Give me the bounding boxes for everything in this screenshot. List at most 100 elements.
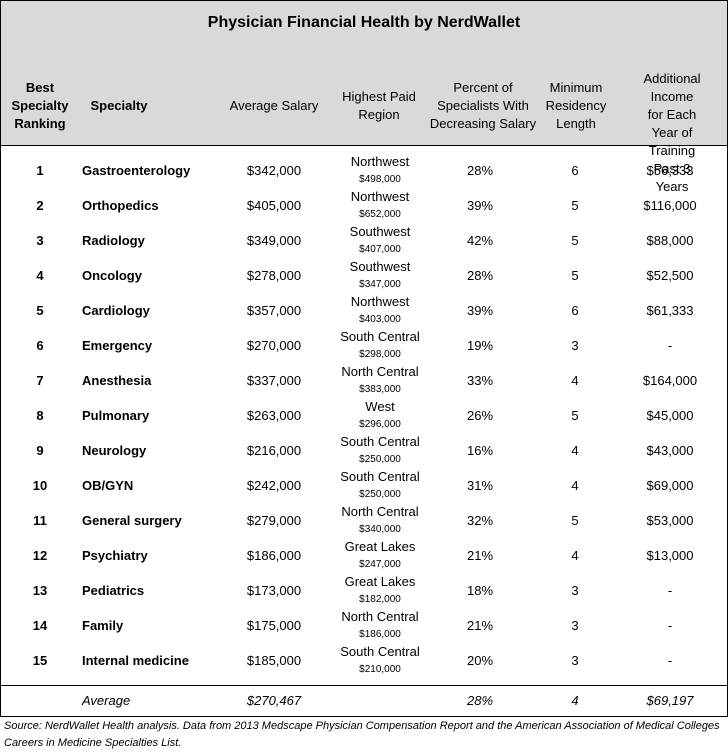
income: $43,000 [646,443,694,458]
average-divider [0,685,728,686]
header-band [0,0,728,146]
specialty: Oncology [82,268,142,283]
column-header: Highest Paid Region [342,89,416,122]
specialty: Family [82,618,124,633]
residency: 4 [571,373,579,388]
percent: 16% [466,443,494,458]
column-header: Additional Income for Each Year of Train… [643,71,701,194]
region: North Central [341,504,419,519]
specialty: Psychiatry [82,548,148,563]
column-header: Average Salary [229,98,319,113]
residency: 3 [571,583,579,598]
income: $88,000 [646,233,694,248]
percent: 18% [466,583,494,598]
region-salary: $407,000 [359,244,401,255]
percent: 32% [466,513,494,528]
region: North Central [341,609,419,624]
residency: 5 [571,233,579,248]
income: $53,000 [646,513,694,528]
rank: 15 [32,653,48,668]
title: Physician Financial Health by NerdWallet [207,14,521,31]
residency: 6 [571,303,579,318]
region: Northwest [350,294,410,309]
region-salary: $296,000 [359,419,401,430]
rank: 6 [36,338,44,353]
percent: 21% [466,618,494,633]
residency: 5 [571,268,579,283]
column-header: Percent of Specialists With Decreasing S… [429,80,537,131]
salary: $270,000 [246,338,302,353]
specialty: Pulmonary [82,408,150,423]
income: $52,500 [646,268,694,283]
region: Great Lakes [344,539,416,554]
region: Northwest [350,154,410,169]
region: North Central [341,364,419,379]
specialty: Neurology [82,443,147,458]
salary: $263,000 [246,408,302,423]
salary: $185,000 [246,653,302,668]
region: Northwest [350,189,410,204]
specialty: Emergency [82,338,153,353]
column-header: Minimum Residency Length [545,80,607,131]
region: South Central [340,434,420,449]
region-salary: $340,000 [359,524,401,535]
region: Great Lakes [344,574,416,589]
income: - [667,338,673,353]
percent: 19% [466,338,494,353]
region-salary: $383,000 [359,384,401,395]
income: $56,333 [646,163,694,178]
residency: 3 [571,653,579,668]
residency: 6 [571,163,579,178]
rank: 8 [36,408,44,423]
income: $164,000 [642,373,698,388]
specialty: Cardiology [82,303,150,318]
rank: 1 [36,163,44,178]
rank: 4 [36,268,44,283]
region: South Central [340,329,420,344]
percent: 28% [466,268,494,283]
specialty: Radiology [82,233,145,248]
source-note: Careers in Medicine Specialties List. [4,737,182,749]
average-label: Average [82,693,131,708]
region-salary: $210,000 [359,664,401,675]
specialty: Pediatrics [82,583,145,598]
specialty: Gastroenterology [82,163,191,178]
region-salary: $182,000 [359,594,401,605]
income: - [667,583,673,598]
specialty: Internal medicine [82,653,189,668]
residency: 5 [571,198,579,213]
region-salary: $403,000 [359,314,401,325]
column-header: Best Specialty Ranking [11,80,69,131]
source-note: Source: NerdWallet Health analysis. Data… [4,720,720,732]
region-salary: $250,000 [359,489,401,500]
region: Southwest [349,259,411,274]
income: $45,000 [646,408,694,423]
salary: $349,000 [246,233,302,248]
percent: 42% [466,233,494,248]
income: $13,000 [646,548,694,563]
percent: 21% [466,548,494,563]
specialty: General surgery [82,513,182,528]
salary: $337,000 [246,373,302,388]
income: $61,333 [646,303,694,318]
residency: 3 [571,338,579,353]
region-salary: $652,000 [359,209,401,220]
rank: 7 [36,373,44,388]
residency: 4 [571,478,579,493]
income: $69,000 [646,478,694,493]
residency: 3 [571,618,579,633]
region: South Central [340,644,420,659]
column-header: Specialty [90,98,148,113]
percent: 20% [466,653,494,668]
percent: 31% [466,478,494,493]
rank: 9 [36,443,44,458]
region-salary: $186,000 [359,629,401,640]
region: Southwest [349,224,411,239]
salary: $175,000 [246,618,302,633]
salary: $357,000 [246,303,302,318]
salary: $279,000 [246,513,302,528]
residency: 4 [571,443,579,458]
income: $116,000 [643,198,697,213]
region: West [365,399,395,414]
